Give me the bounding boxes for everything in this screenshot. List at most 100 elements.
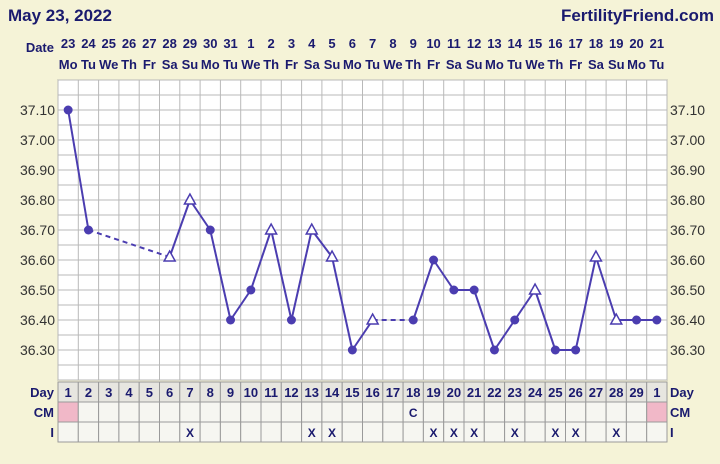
temperature-line-segment	[432, 259, 455, 291]
date-label: 3	[288, 36, 295, 51]
cm-cell	[504, 401, 526, 423]
temperature-line-segment	[290, 229, 313, 321]
y-tick-label-right: 37.00	[670, 132, 705, 148]
date-row-label: Date	[26, 40, 54, 55]
date-label: 19	[609, 36, 623, 51]
temperature-point	[63, 105, 73, 115]
intercourse-cell	[199, 421, 221, 443]
temperature-line-segment	[249, 229, 273, 291]
y-tick-label-left: 36.70	[20, 222, 55, 238]
cm-cell	[646, 401, 668, 423]
cm-cell	[138, 401, 160, 423]
date-label: 4	[308, 36, 316, 51]
date-label: 30	[203, 36, 217, 51]
cm-cell	[341, 401, 364, 423]
intercourse-cell	[646, 421, 668, 443]
date-label: 6	[349, 36, 356, 51]
row-label-right: CM	[670, 405, 690, 420]
temperature-point	[246, 285, 256, 295]
intercourse-mark: X	[308, 426, 316, 440]
cycle-day-label: 18	[406, 385, 420, 400]
y-tick-label-left: 36.90	[20, 162, 55, 178]
temperature-point-open	[609, 312, 624, 325]
cm-cell	[98, 401, 120, 423]
row-label-right: Day	[670, 385, 695, 400]
weekday-label: Mo	[201, 57, 220, 72]
y-tick-label-right: 36.50	[670, 282, 705, 298]
intercourse-cell	[57, 421, 79, 443]
intercourse-mark: X	[511, 426, 519, 440]
weekday-label: Sa	[446, 57, 463, 72]
weekday-label: Su	[182, 57, 199, 72]
cm-cell	[118, 401, 140, 423]
cycle-day-label: 2	[85, 385, 92, 400]
intercourse-cell	[382, 421, 404, 443]
site-name[interactable]: FertilityFriend.com	[560, 6, 714, 25]
temperature-line-segment	[331, 256, 354, 351]
y-tick-label-left: 36.60	[20, 252, 55, 268]
y-tick-label-right: 36.70	[670, 222, 705, 238]
cycle-day-label: 13	[305, 385, 319, 400]
row-label-left: I	[50, 425, 54, 440]
intercourse-mark: X	[572, 426, 580, 440]
temperature-point	[571, 345, 581, 355]
weekday-label: Su	[324, 57, 341, 72]
weekday-label: Fr	[143, 57, 156, 72]
intercourse-mark: X	[551, 426, 559, 440]
temperature-line-segment	[209, 229, 232, 321]
date-label: 1	[247, 36, 254, 51]
weekday-label: We	[525, 57, 544, 72]
intercourse-mark: X	[186, 426, 194, 440]
date-label: 21	[650, 36, 664, 51]
intercourse-cell	[483, 421, 506, 443]
cm-cell	[240, 401, 262, 423]
temperature-point	[429, 255, 439, 265]
intercourse-cell	[159, 421, 181, 443]
temperature-line-segment	[189, 199, 212, 231]
weekday-label: We	[241, 57, 260, 72]
date-label: 12	[467, 36, 481, 51]
cycle-day-label: 26	[568, 385, 582, 400]
cycle-day-label: 17	[386, 385, 400, 400]
cm-cell	[422, 401, 445, 423]
cycle-day-label: 15	[345, 385, 359, 400]
weekday-label: Th	[547, 57, 563, 72]
y-tick-label-right: 36.30	[670, 342, 705, 358]
cycle-day-label: 6	[166, 385, 173, 400]
cycle-day-label: 22	[487, 385, 501, 400]
y-tick-label-left: 37.00	[20, 132, 55, 148]
intercourse-mark: X	[612, 426, 620, 440]
weekday-label: Sa	[588, 57, 605, 72]
intercourse-cell	[260, 421, 282, 443]
cycle-day-label: 14	[325, 385, 340, 400]
temperature-point-open	[589, 249, 603, 262]
temperature-point	[449, 285, 459, 295]
date-label: 13	[487, 36, 501, 51]
temperature-point	[550, 345, 560, 355]
cycle-day-label: 11	[264, 385, 278, 400]
cm-cell	[280, 401, 303, 423]
chart-date-title: May 23, 2022	[8, 6, 112, 25]
cm-cell	[565, 401, 587, 423]
weekday-label: Mo	[627, 57, 646, 72]
weekday-label: Fr	[285, 57, 298, 72]
cycle-day-label: 5	[146, 385, 153, 400]
date-label: 11	[447, 36, 461, 51]
temperature-point-open	[162, 249, 177, 262]
cycle-day-label: 28	[609, 385, 623, 400]
cycle-day-label: 1	[653, 385, 660, 400]
weekday-label: Tu	[649, 57, 664, 72]
temperature-line-segment	[229, 289, 252, 321]
temperature-line-segment	[67, 109, 90, 231]
row-label-left: CM	[34, 405, 54, 420]
cycle-day-label: 20	[447, 385, 461, 400]
temperature-point-open	[365, 312, 380, 325]
date-label: 31	[223, 36, 237, 51]
temperature-line-segment	[270, 229, 293, 321]
y-tick-label-right: 36.40	[670, 312, 705, 328]
cycle-day-label: 24	[528, 385, 543, 400]
temperature-point	[408, 315, 418, 325]
temperature-point-open	[304, 222, 319, 235]
